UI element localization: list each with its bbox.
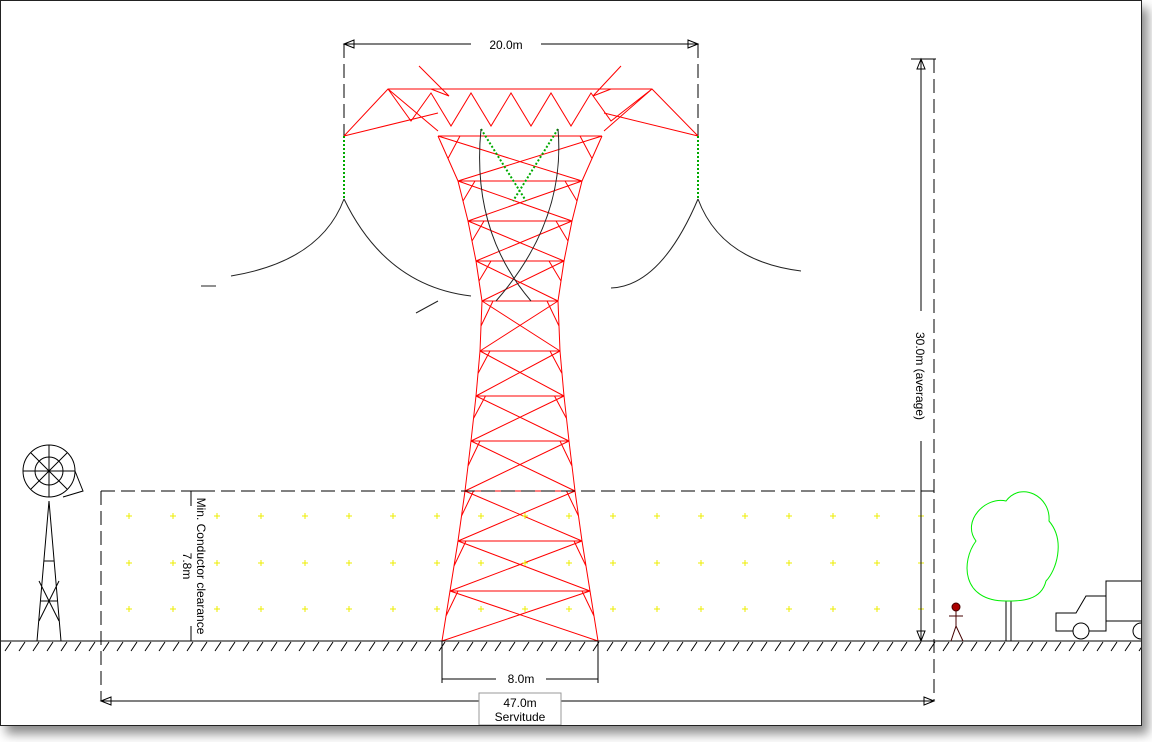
clearance-markers [126,513,924,612]
servitude-label: Servitude [495,710,546,724]
extension-lines [344,44,698,136]
pylon [438,136,602,641]
decoration [5,513,1141,651]
crossarm [344,66,698,136]
clearance-zone [101,59,934,701]
servitude-width-label: 47.0m [503,696,536,710]
windmill [23,445,83,641]
insulators [344,129,698,201]
tree [967,492,1058,641]
person [949,603,963,641]
clearance-title: Min. Conductor clearance [194,498,208,635]
pylon-lattice [438,136,602,641]
top-width-label: 20.0m [489,38,522,52]
truck [1056,581,1141,639]
base-width-label: 8.0m [508,672,535,686]
height-label: 30.0m (average) [913,332,927,420]
ground-hatching [5,642,1141,651]
drawing: 20.0m 30.0m (average) Min. Conductor cle… [1,1,1141,725]
drawing-frame: 20.0m 30.0m (average) Min. Conductor cle… [0,0,1142,726]
clearance-label: 7.8m [180,553,194,580]
